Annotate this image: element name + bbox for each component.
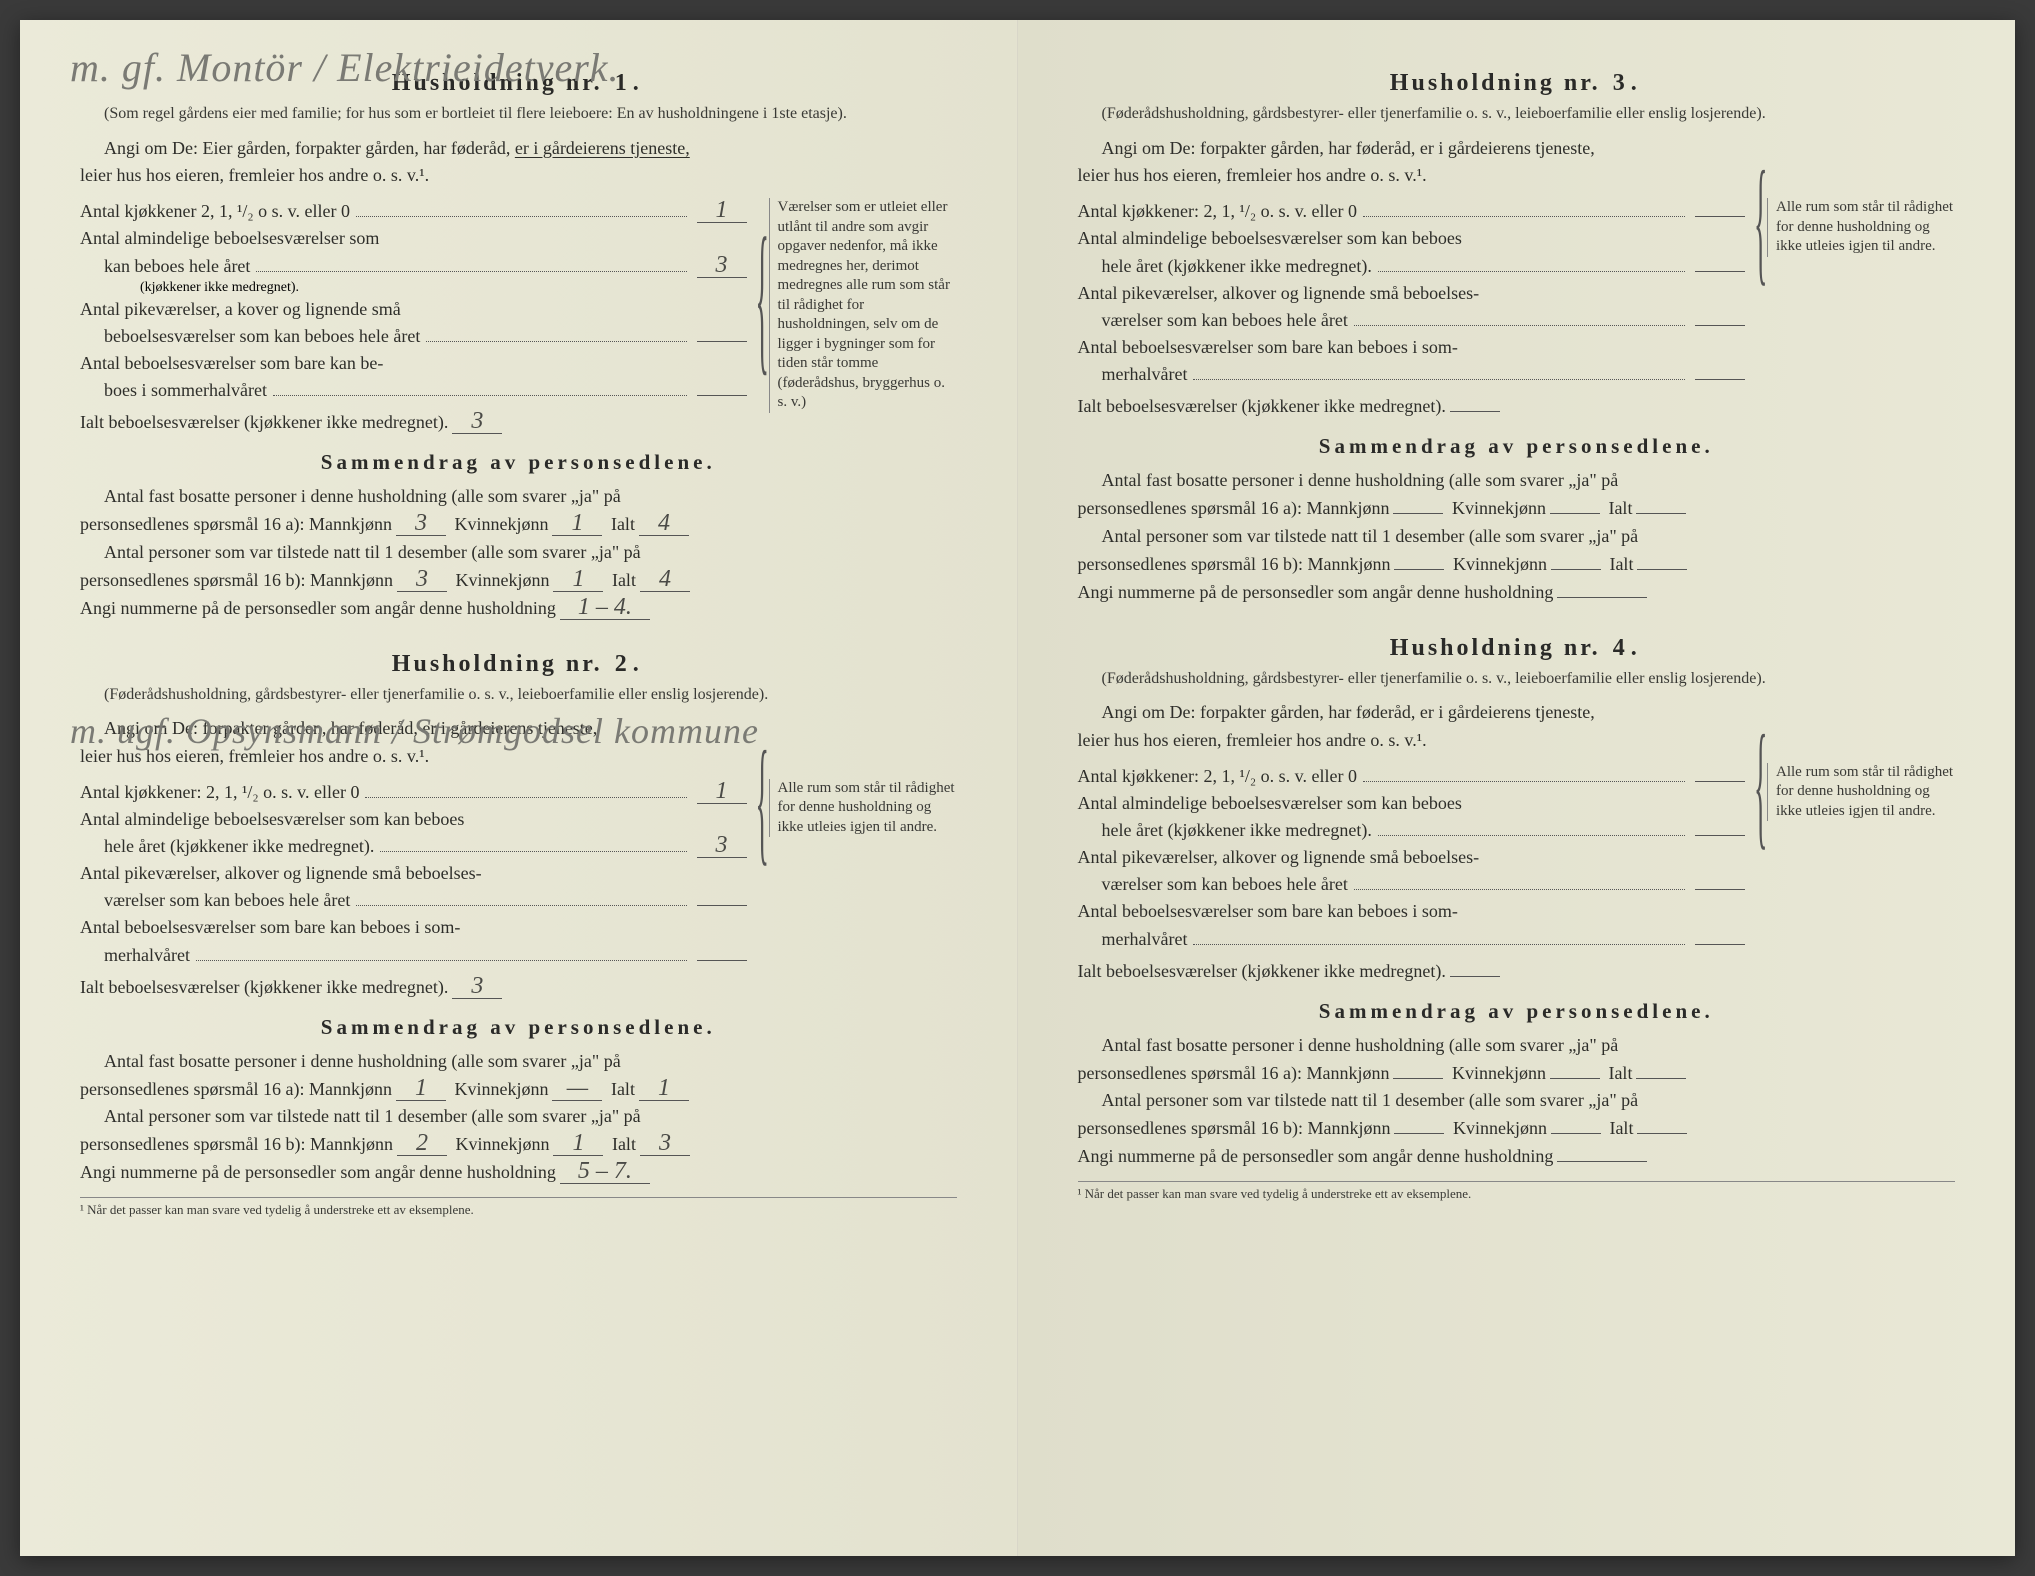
h3-pres-k[interactable] [1551, 569, 1601, 570]
household-3: Husholdning nr. 3. (Føderådshusholdning,… [1078, 70, 1956, 607]
h2-rooms-small-field[interactable] [697, 905, 747, 906]
h1-angi-2: leier hus hos eieren, fremleier hos andr… [80, 162, 957, 190]
h2-rooms-year-field[interactable]: 3 [697, 833, 747, 858]
h1-nums-row: Angi nummerne på de personsedler som ang… [80, 595, 957, 623]
page-right: Husholdning nr. 3. (Føderådshusholdning,… [1018, 20, 2016, 1556]
h4-pres-row: personsedlenes spørsmål 16 b): Mannkjønn… [1078, 1115, 1956, 1143]
h4-pres-m[interactable] [1394, 1133, 1444, 1134]
h1-perm-row: personsedlenes spørsmål 16 a): Mannkjønn… [80, 511, 957, 539]
h3-rooms-year-field[interactable] [1695, 271, 1745, 272]
h2-pres-row: personsedlenes spørsmål 16 b): Mannkjønn… [80, 1131, 957, 1159]
h2-side-note: Alle rum som står til rådighet for denne… [769, 779, 957, 838]
h4-rooms-summer-field[interactable] [1695, 944, 1745, 945]
h4-perm-t[interactable] [1636, 1078, 1686, 1079]
h2-total-rooms-field[interactable]: 3 [452, 974, 502, 999]
h4-perm-k[interactable] [1550, 1078, 1600, 1079]
h1-pres-m[interactable]: 3 [397, 567, 447, 592]
h2-subtitle: (Føderådshusholdning, gårdsbestyrer- ell… [80, 684, 957, 706]
h3-subtitle: (Føderådshusholdning, gårdsbestyrer- ell… [1078, 103, 1956, 125]
h3-nums-row: Angi nummerne på de personsedler som ang… [1078, 579, 1956, 607]
h2-angi: Angi om De: forpakter gården, har føderå… [80, 715, 957, 743]
h4-numbers-field[interactable] [1557, 1161, 1647, 1162]
h4-pres-k[interactable] [1551, 1133, 1601, 1134]
h4-angi: Angi om De: forpakter gården, har føderå… [1078, 699, 1956, 727]
h1-title: Husholdning nr. 1. [80, 70, 957, 97]
h1-rooms-year-field[interactable]: 3 [697, 253, 747, 278]
h2-kitchens-field[interactable]: 1 [697, 779, 747, 804]
h4-rooms-year-field[interactable] [1695, 835, 1745, 836]
h2-summary-title: Sammendrag av personsedlene. [80, 1015, 957, 1040]
h1-summary-title: Sammendrag av personsedlene. [80, 450, 957, 475]
h4-pres-t[interactable] [1637, 1133, 1687, 1134]
h3-side-note: Alle rum som står til rådighet for denne… [1767, 198, 1955, 257]
h2-perm-k[interactable]: — [552, 1076, 602, 1101]
h1-subtitle: (Som regel gårdens eier med familie; for… [80, 103, 957, 125]
household-1: Husholdning nr. 1. (Som regel gårdens ei… [80, 70, 957, 623]
h4-side-note: Alle rum som står til rådighet for denne… [1767, 763, 1955, 822]
h4-total-rooms-field[interactable] [1450, 976, 1500, 977]
h3-title: Husholdning nr. 3. [1078, 70, 1956, 97]
form-spread: m. gf. Montör / Elektrieidetverk. Hushol… [20, 20, 2015, 1556]
h3-perm-m[interactable] [1393, 513, 1443, 514]
footnote-right: ¹ Når det passer kan man svare ved tydel… [1078, 1181, 1956, 1202]
h1-rooms-summer-field[interactable] [697, 395, 747, 396]
h2-pres-m[interactable]: 2 [397, 1131, 447, 1156]
h1-rooms-small-field[interactable] [697, 341, 747, 342]
h1-pres-t[interactable]: 4 [640, 567, 690, 592]
h3-pres-t[interactable] [1637, 569, 1687, 570]
h4-summary-title: Sammendrag av personsedlene. [1078, 999, 1956, 1024]
h4-subtitle: (Føderådshusholdning, gårdsbestyrer- ell… [1078, 668, 1956, 690]
h4-rooms-block: Antal kjøkkener: 2, 1, ¹/₂ o. s. v. elle… [1078, 763, 1750, 985]
h3-pres-m[interactable] [1394, 569, 1444, 570]
h2-pres-t[interactable]: 3 [640, 1131, 690, 1156]
h2-perm-m[interactable]: 1 [396, 1076, 446, 1101]
h1-numbers-field[interactable]: 1 – 4. [560, 595, 650, 620]
h1-kitchens-field[interactable]: 1 [697, 198, 747, 223]
h1-perm-m[interactable]: 3 [396, 511, 446, 536]
household-2: Husholdning nr. 2. (Føderådshusholdning,… [80, 651, 957, 1219]
h2-nums-row: Angi nummerne på de personsedler som ang… [80, 1159, 957, 1187]
footnote-left: ¹ Når det passer kan man svare ved tydel… [80, 1197, 957, 1218]
h3-perm-k[interactable] [1550, 513, 1600, 514]
h3-summary-title: Sammendrag av personsedlene. [1078, 434, 1956, 459]
household-4: Husholdning nr. 4. (Føderådshusholdning,… [1078, 635, 1956, 1203]
h2-rooms-summer-field[interactable] [697, 960, 747, 961]
h4-rooms-small-field[interactable] [1695, 889, 1745, 890]
h2-perm-row: personsedlenes spørsmål 16 a): Mannkjønn… [80, 1076, 957, 1104]
page-left: m. gf. Montör / Elektrieidetverk. Hushol… [20, 20, 1018, 1556]
h1-side-note: Værelser som er utleiet eller utlånt til… [769, 198, 957, 413]
h3-rooms-block: Antal kjøkkener: 2, 1, ¹/₂ o. s. v. elle… [1078, 198, 1750, 420]
h2-numbers-field[interactable]: 5 – 7. [560, 1159, 650, 1184]
h4-title: Husholdning nr. 4. [1078, 635, 1956, 662]
h1-rooms-block: Antal kjøkkener 2, 1, ¹/₂ o s. v. eller … [80, 198, 751, 436]
h3-kitchens-field[interactable] [1695, 216, 1745, 217]
h2-perm-t[interactable]: 1 [639, 1076, 689, 1101]
h3-angi: Angi om De: forpakter gården, har føderå… [1078, 135, 1956, 163]
h2-pres-k[interactable]: 1 [553, 1131, 603, 1156]
h3-perm-t[interactable] [1636, 513, 1686, 514]
h1-total-rooms-field[interactable]: 3 [452, 409, 502, 434]
h1-angi: Angi om De: Eier gården, forpakter gårde… [80, 135, 957, 163]
h3-rooms-small-field[interactable] [1695, 325, 1745, 326]
h4-perm-row: personsedlenes spørsmål 16 a): Mannkjønn… [1078, 1060, 1956, 1088]
h1-pres-row: personsedlenes spørsmål 16 b): Mannkjønn… [80, 567, 957, 595]
h2-rooms-block: Antal kjøkkener: 2, 1, ¹/₂ o. s. v. elle… [80, 779, 751, 1001]
h2-title: Husholdning nr. 2. [80, 651, 957, 678]
h4-perm-m[interactable] [1393, 1078, 1443, 1079]
h1-pres-k[interactable]: 1 [553, 567, 603, 592]
h1-perm-k[interactable]: 1 [552, 511, 602, 536]
h4-nums-row: Angi nummerne på de personsedler som ang… [1078, 1143, 1956, 1171]
h3-numbers-field[interactable] [1557, 597, 1647, 598]
h3-pres-row: personsedlenes spørsmål 16 b): Mannkjønn… [1078, 551, 1956, 579]
h1-perm-t[interactable]: 4 [639, 511, 689, 536]
h3-perm-row: personsedlenes spørsmål 16 a): Mannkjønn… [1078, 495, 1956, 523]
h4-kitchens-field[interactable] [1695, 781, 1745, 782]
h3-total-rooms-field[interactable] [1450, 411, 1500, 412]
h3-rooms-summer-field[interactable] [1695, 379, 1745, 380]
